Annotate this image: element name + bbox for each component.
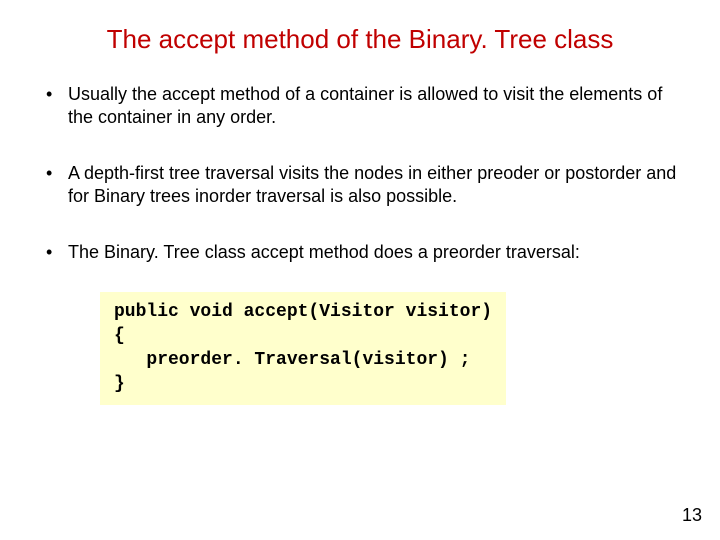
code-line: }: [114, 374, 125, 394]
bullet-item: The Binary. Tree class accept method doe…: [40, 241, 680, 264]
code-block: public void accept(Visitor visitor) { pr…: [100, 292, 506, 405]
slide: The accept method of the Binary. Tree cl…: [0, 0, 720, 540]
code-line: public void accept(Visitor visitor): [114, 302, 492, 322]
code-line: preorder. Traversal(visitor) ;: [114, 350, 470, 370]
bullet-item: A depth-first tree traversal visits the …: [40, 162, 680, 207]
bullet-list: Usually the accept method of a container…: [40, 83, 680, 264]
page-number: 13: [682, 505, 702, 526]
slide-title: The accept method of the Binary. Tree cl…: [40, 24, 680, 55]
bullet-item: Usually the accept method of a container…: [40, 83, 680, 128]
code-line: {: [114, 326, 125, 346]
